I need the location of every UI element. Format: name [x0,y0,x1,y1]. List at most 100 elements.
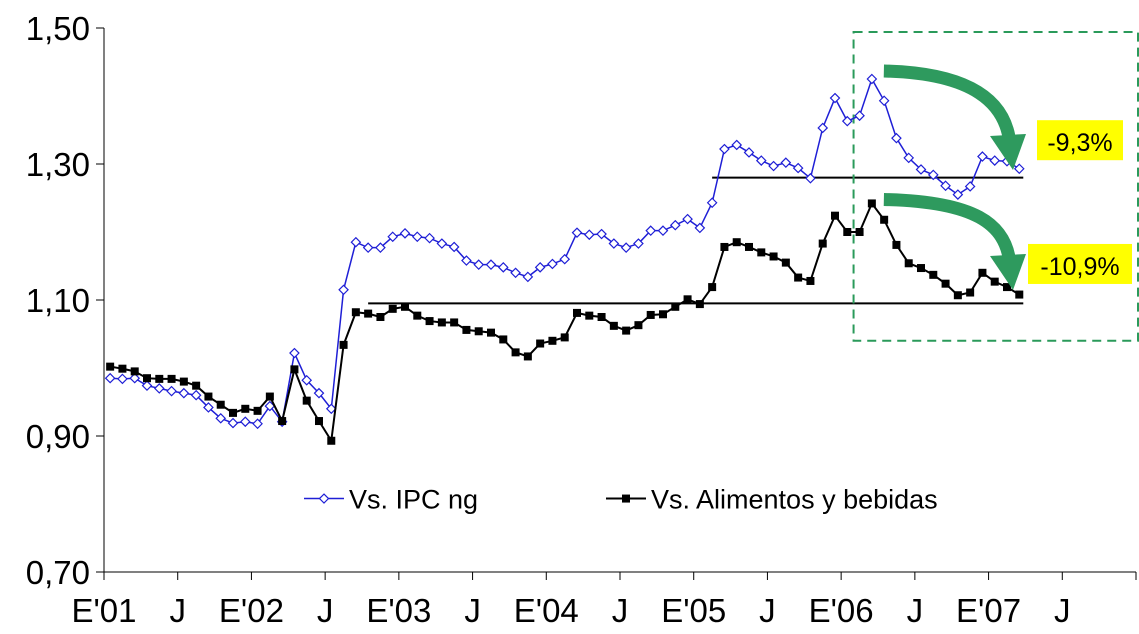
data-point [215,412,227,424]
data-point [732,238,741,247]
data-point [929,270,938,279]
arrow-head [990,254,1026,290]
data-point [204,392,213,401]
data-point [806,276,815,285]
data-point [904,259,913,268]
data-point [841,115,853,127]
data-point [941,279,950,288]
data-point [609,321,618,330]
data-point [818,239,827,248]
legend-item-ipc-ng: Vs. IPC ng [304,485,478,515]
y-tick-label: 0,70 [26,554,90,591]
data-point [560,333,569,342]
data-point [290,365,299,374]
legend-marker-alimentos-bebidas [622,494,630,503]
data-point [880,215,889,224]
data-point [313,387,325,399]
data-point [659,310,667,319]
data-point [239,416,251,428]
data-point [720,242,729,251]
x-tick-label: J [612,592,629,629]
data-point [843,228,852,236]
x-tick-label: J [317,592,334,629]
legend-marker-ipc-ng [318,493,330,504]
legend: Vs. IPC ng Vs. Alimentos y bebidas [304,485,938,515]
axes: 0,70 0,90 1,10 1,30 1,50 E'01 J E'02 J E'03 J E'04 J… [26,10,1137,629]
data-point [831,211,839,220]
data-point [671,302,680,311]
data-point [499,335,508,344]
data-point [768,160,779,172]
data-point [694,222,706,234]
data-point [104,372,116,384]
arrow-head [990,134,1026,170]
data-point [485,259,497,270]
data-point [534,262,546,273]
x-tick-label: E'05 [661,592,726,629]
data-point [682,213,693,225]
data-point [155,374,164,383]
data-point [129,372,141,384]
data-point [977,151,988,162]
data-point [351,308,360,317]
data-point [708,283,717,292]
annotation-alimentos-background [1028,243,1132,284]
data-point [265,392,274,401]
x-tick-label: J [464,592,481,629]
data-point [315,417,323,426]
data-point [817,122,829,134]
data-point [745,242,753,251]
data-point [425,317,434,326]
data-point [510,267,521,279]
data-point [253,406,262,415]
data-point [573,308,581,317]
data-point [608,238,620,249]
data-point [585,311,594,320]
data-point [462,325,471,334]
legend-label-ipc-ng: Vs. IPC ng [349,485,478,515]
annotation-alimentos: -10,9% [1028,243,1132,284]
data-point [866,73,878,85]
data-point [1013,163,1025,175]
data-point [559,253,571,265]
data-point [620,242,632,253]
data-point [375,242,386,253]
data-point [927,169,939,181]
data-point [952,189,964,200]
data-point [769,252,778,261]
data-point [388,304,397,313]
data-point [216,400,225,409]
data-point [695,300,704,309]
data-point [450,318,459,327]
data-point [252,418,263,430]
y-tick-label: 1,30 [26,146,90,183]
data-point [953,291,962,300]
data-point [990,277,999,286]
highlight-box [852,31,1139,342]
data-point [855,228,864,236]
data-point [411,231,423,243]
arrow-shaft [883,64,1017,145]
data-point [792,162,804,174]
x-tick-label: E'07 [956,592,1021,629]
data-point [511,348,520,357]
x-tick-label: E'04 [514,592,579,629]
legend-label-alimentos-bebidas: Vs. Alimentos y bebidas [651,485,938,515]
data-point [903,152,915,164]
data-point [401,302,409,311]
data-point [706,197,718,209]
arrow-shaft [883,192,1017,265]
data-point [597,313,606,321]
data-point [781,258,790,267]
data-point [1015,290,1024,299]
data-point [203,402,214,413]
data-point [805,172,816,184]
data-point [536,339,545,348]
data-point [878,95,890,107]
data-point [854,110,865,122]
data-point [448,241,460,253]
data-point [461,255,472,266]
annotation-ipc: -9,3% [1037,120,1123,161]
data-point [362,242,374,253]
